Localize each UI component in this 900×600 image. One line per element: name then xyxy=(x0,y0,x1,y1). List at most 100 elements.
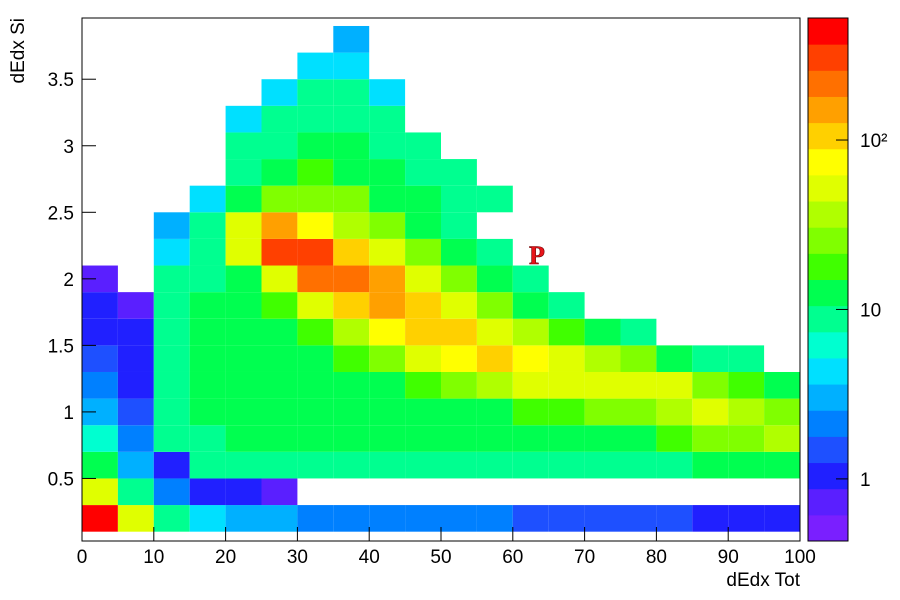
heatmap-cell xyxy=(405,185,441,213)
heatmap-cell xyxy=(82,478,118,506)
heatmap-cell xyxy=(728,26,764,53)
heatmap-cell xyxy=(441,26,477,53)
heatmap-cell xyxy=(692,53,728,80)
heatmap-cell xyxy=(405,238,441,266)
heatmap-cell xyxy=(225,451,262,479)
heatmap-cell xyxy=(154,132,190,159)
heatmap-cell xyxy=(333,212,370,239)
y-tick-label: 3 xyxy=(63,137,74,158)
y-axis-title: dEdx Si xyxy=(8,18,29,83)
colorbar-tick-label: 1 xyxy=(860,470,871,491)
heatmap-cell xyxy=(477,106,513,133)
heatmap-cell xyxy=(764,292,800,319)
heatmap-cell xyxy=(226,53,262,80)
heatmap-cell xyxy=(153,398,190,426)
heatmap-cell xyxy=(513,186,549,213)
heatmap-cell xyxy=(620,371,657,399)
heatmap-cell xyxy=(117,478,154,506)
heatmap-cell xyxy=(621,292,657,319)
heatmap-cell xyxy=(728,451,765,479)
heatmap-cell xyxy=(621,266,657,293)
heatmap-cell xyxy=(585,292,621,319)
heatmap-cell xyxy=(764,53,800,80)
heatmap-cell xyxy=(189,185,226,213)
x-tick-label: 20 xyxy=(215,547,236,568)
heatmap-cell xyxy=(190,106,226,133)
heatmap-cell xyxy=(333,292,370,319)
heatmap-cell xyxy=(82,106,118,133)
heatmap-cell xyxy=(441,79,477,106)
heatmap-cell xyxy=(225,265,262,293)
colorbar-band xyxy=(808,227,848,254)
heatmap-cell xyxy=(477,159,513,186)
heatmap-cell xyxy=(333,478,369,505)
y-tick-label: 2 xyxy=(63,270,74,291)
heatmap-cell xyxy=(513,106,549,133)
heatmap-cell xyxy=(728,292,764,319)
heatmap-cell xyxy=(369,238,406,266)
heatmap-cell xyxy=(512,371,549,399)
heatmap-cell xyxy=(728,239,764,266)
heatmap-cell xyxy=(512,318,549,346)
heatmap-cell xyxy=(692,79,728,106)
heatmap-cell xyxy=(333,105,370,133)
y-tick-label: 1 xyxy=(63,403,74,424)
heatmap-cell xyxy=(585,159,621,186)
heatmap-cell xyxy=(584,318,621,346)
heatmap-cell xyxy=(549,212,585,239)
heatmap-cell xyxy=(512,265,549,293)
heatmap-cell xyxy=(82,26,118,53)
heatmap-cell xyxy=(476,451,513,479)
heatmap-cell xyxy=(728,106,764,133)
heatmap-cell xyxy=(297,265,334,293)
heatmap-cell xyxy=(225,159,262,186)
heatmap-cell xyxy=(441,292,477,319)
heatmap-cell xyxy=(656,451,693,479)
heatmap-cell xyxy=(477,132,513,159)
heatmap-cell xyxy=(585,239,621,266)
heatmap-cell xyxy=(153,425,190,452)
heatmap-cell xyxy=(764,398,800,426)
heatmap-cell xyxy=(118,212,154,239)
x-tick-label: 40 xyxy=(359,547,380,568)
heatmap-cell xyxy=(764,505,800,532)
heatmap-cell xyxy=(369,53,405,80)
heatmap-cell xyxy=(692,345,729,372)
heatmap-cell xyxy=(153,371,190,399)
heatmap-cell xyxy=(333,345,370,372)
heatmap-cell xyxy=(584,371,621,399)
heatmap-cell xyxy=(333,25,370,53)
heatmap-cell xyxy=(621,212,657,239)
heatmap-cell xyxy=(82,186,118,213)
heatmap-cell xyxy=(297,318,334,346)
heatmap-cell xyxy=(692,371,729,399)
heatmap-cell xyxy=(656,398,693,426)
heatmap-cell xyxy=(82,212,118,239)
heatmap-cell xyxy=(692,505,729,532)
heatmap-cell xyxy=(369,159,406,186)
heatmap-cell xyxy=(261,105,298,133)
heatmap-cell xyxy=(82,318,118,346)
heatmap-cell xyxy=(585,478,621,505)
heatmap-cell xyxy=(117,425,154,452)
heatmap-cell xyxy=(764,451,800,479)
heatmap-cell xyxy=(226,79,262,106)
heatmap-cell xyxy=(225,105,262,133)
heatmap-cell xyxy=(369,371,406,399)
heatmap-cell xyxy=(585,106,621,133)
heatmap-cell xyxy=(656,266,692,293)
heatmap-cell xyxy=(513,132,549,159)
heatmap-cell xyxy=(621,186,657,213)
heatmap-cell xyxy=(118,239,154,266)
heatmap-cell xyxy=(692,319,728,346)
heatmap-cell xyxy=(153,318,190,346)
heatmap-cell xyxy=(585,132,621,159)
heatmap-cell xyxy=(441,185,477,213)
x-tick-label: 80 xyxy=(646,547,667,568)
heatmap-cell xyxy=(728,266,764,293)
heatmap-cell xyxy=(548,345,585,372)
heatmap-cell xyxy=(764,319,800,346)
heatmap-cell xyxy=(117,345,154,372)
colorbar-band xyxy=(808,148,848,176)
heatmap-cell xyxy=(369,212,406,239)
